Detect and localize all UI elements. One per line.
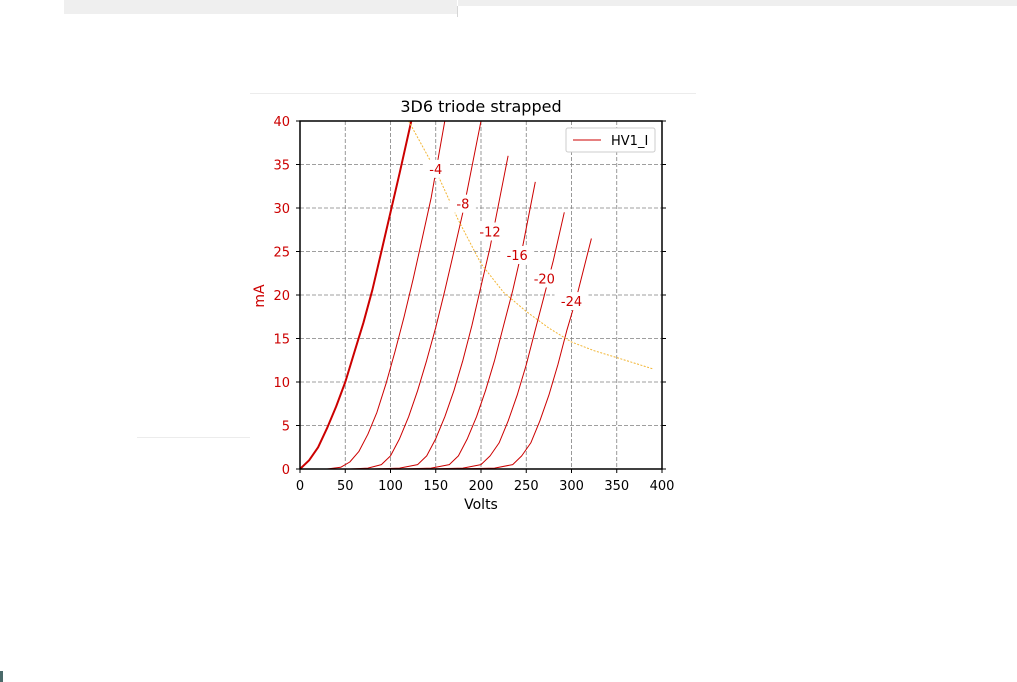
chart-legend: HV1_I bbox=[565, 127, 656, 153]
y-tick-label: 0 bbox=[282, 463, 290, 478]
y-tick-label: 10 bbox=[273, 376, 290, 391]
background-divider bbox=[457, 6, 458, 17]
x-tick-label: 100 bbox=[378, 479, 403, 494]
curve-label: -20 bbox=[534, 272, 555, 287]
background-panel-top-left bbox=[64, 0, 457, 14]
curve-label-background bbox=[473, 222, 508, 241]
curve-label: -8 bbox=[456, 198, 469, 213]
plate-curve bbox=[453, 238, 592, 470]
background-rule-top bbox=[250, 93, 696, 94]
chart-title: 3D6 triode strapped bbox=[400, 97, 561, 116]
y-tick-label: 40 bbox=[273, 115, 290, 130]
load-line bbox=[408, 120, 654, 370]
curve-label: -24 bbox=[561, 295, 582, 310]
x-tick-label: 350 bbox=[604, 479, 629, 494]
chart-annotations: -4 -8 -12 -16 -20 -24 bbox=[422, 159, 589, 311]
x-tick-label: 400 bbox=[650, 479, 675, 494]
plate-curve bbox=[327, 120, 446, 470]
plate-curve bbox=[349, 120, 482, 470]
y-tick-label: 30 bbox=[273, 202, 290, 217]
curve-label: -12 bbox=[479, 225, 500, 240]
background-panel-top-right bbox=[458, 0, 1017, 6]
x-axis-label: Volts bbox=[464, 497, 498, 513]
chart-grid bbox=[300, 121, 662, 469]
curve-label-background bbox=[449, 194, 476, 213]
x-tick-label: 50 bbox=[337, 479, 354, 494]
x-tick-label: 200 bbox=[469, 479, 494, 494]
curve-label-background bbox=[554, 292, 589, 311]
y-tick-label: 5 bbox=[282, 420, 290, 435]
x-tick-label: 300 bbox=[559, 479, 584, 494]
curve-label-background bbox=[527, 269, 562, 288]
legend-label: HV1_I bbox=[611, 134, 648, 149]
x-tick-label: 0 bbox=[296, 479, 304, 494]
y-tick-label: 20 bbox=[273, 289, 290, 304]
plate-curve bbox=[399, 181, 536, 470]
curve-label: -4 bbox=[429, 163, 442, 178]
plate-curve-0v bbox=[299, 120, 413, 470]
legend-box bbox=[565, 127, 656, 153]
background-corner-mark bbox=[0, 671, 3, 682]
x-tick-label: 250 bbox=[514, 479, 539, 494]
y-tick-label: 25 bbox=[273, 246, 290, 261]
plate-curve bbox=[372, 155, 509, 470]
background-rule-left bbox=[137, 437, 250, 438]
curve-label-background bbox=[422, 159, 449, 178]
y-tick-label: 35 bbox=[273, 159, 290, 174]
x-tick-label: 150 bbox=[423, 479, 448, 494]
chart-ticks: 0 50 100 150 200 250 300 350 400 0 5 10 15 20 25 30 35 40 bbox=[273, 115, 674, 494]
y-tick-label: 15 bbox=[273, 333, 290, 348]
plate-curve bbox=[426, 212, 565, 470]
curve-label-background bbox=[500, 245, 535, 264]
curve-label: -16 bbox=[507, 249, 528, 264]
y-axis-label: mA bbox=[252, 284, 268, 308]
